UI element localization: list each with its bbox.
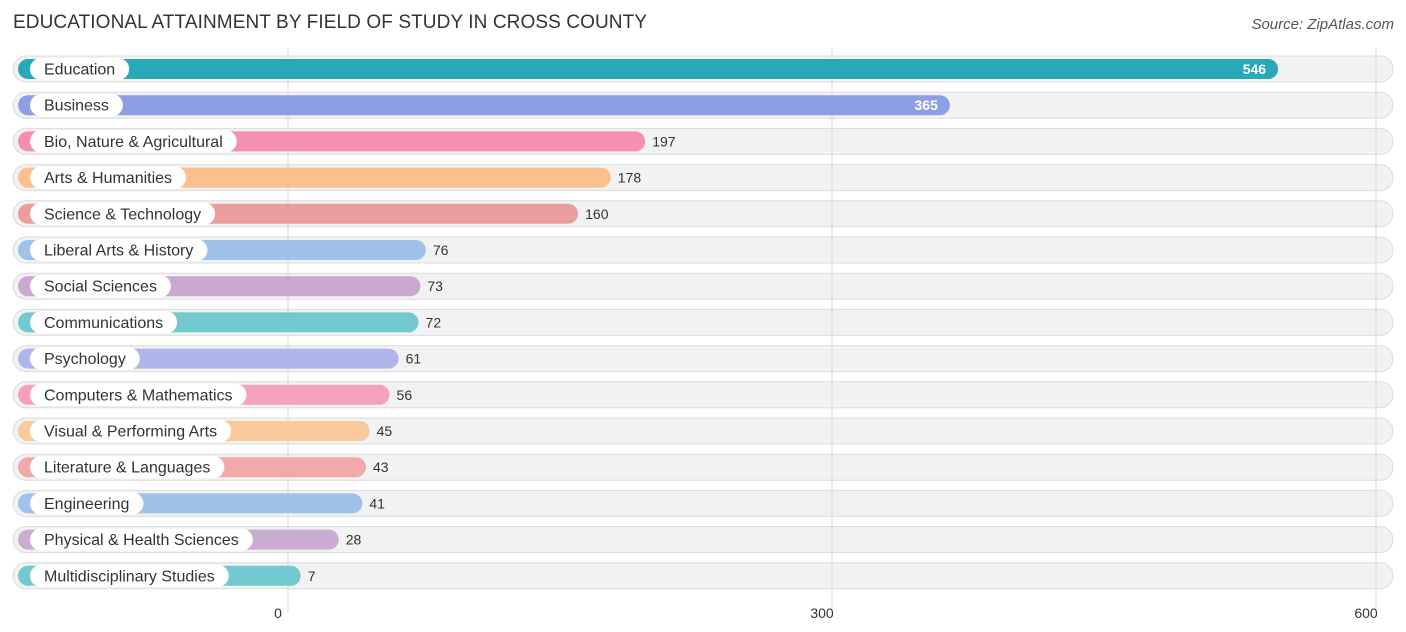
category-label: Arts & Humanities — [44, 170, 172, 187]
bar-row: Arts & Humanities 178 — [18, 166, 642, 189]
value-label: 197 — [652, 133, 676, 149]
bar-row: Communications 72 — [18, 311, 442, 334]
value-label: 41 — [369, 495, 385, 511]
value-label: 365 — [915, 97, 939, 113]
category-pill — [30, 311, 178, 334]
value-label: 43 — [373, 459, 389, 475]
category-label: Multidisciplinary Studies — [44, 568, 215, 585]
category-pill — [30, 528, 253, 551]
chart-source: Source: ZipAtlas.com — [1251, 16, 1394, 33]
category-pill — [30, 130, 237, 153]
category-label: Literature & Languages — [44, 460, 210, 477]
value-label: 178 — [618, 170, 642, 186]
bar-row: Visual & Performing Arts 45 — [18, 420, 392, 442]
chart-title: EDUCATIONAL ATTAINMENT BY FIELD OF STUDY… — [13, 12, 648, 33]
category-pill — [30, 492, 144, 515]
row-background — [12, 562, 1394, 590]
bar-row: Psychology 61 — [18, 347, 422, 370]
category-label: Psychology — [44, 351, 126, 368]
bar-row: Bio, Nature & Agricultural 197 — [18, 130, 676, 153]
category-pill — [30, 94, 123, 117]
category-label: Science & Technology — [44, 206, 201, 223]
category-label: Liberal Arts & History — [44, 243, 193, 260]
category-label: Communications — [44, 315, 163, 332]
value-label: 28 — [346, 532, 362, 548]
x-tick-label: 600 — [1354, 605, 1378, 621]
category-label: Engineering — [44, 496, 129, 513]
value-label: 160 — [585, 206, 609, 222]
category-label: Social Sciences — [44, 279, 157, 296]
category-pill — [30, 202, 216, 225]
row-background — [12, 526, 1394, 554]
category-pill — [30, 456, 225, 479]
category-pill — [30, 166, 187, 189]
bar-row: Science & Technology 160 — [18, 202, 609, 225]
bar-row: Literature & Languages 43 — [18, 456, 389, 479]
value-label: 7 — [308, 568, 316, 584]
category-label: Physical & Health Sciences — [44, 532, 239, 549]
value-label: 45 — [377, 423, 393, 439]
bar-row: Computers & Mathematics 56 — [18, 383, 413, 406]
category-pill — [30, 58, 130, 80]
value-label: 56 — [397, 387, 413, 403]
value-label: 73 — [427, 278, 443, 294]
category-label: Visual & Performing Arts — [44, 424, 217, 441]
value-label: 61 — [406, 351, 422, 367]
value-label: 76 — [433, 242, 449, 258]
category-pill — [30, 383, 247, 406]
x-tick-label: 300 — [810, 605, 834, 621]
bar-row: Liberal Arts & History 76 — [18, 239, 449, 261]
value-label: 546 — [1243, 61, 1267, 77]
category-pill — [30, 420, 232, 442]
category-pill — [30, 347, 140, 370]
bar-row: Engineering 41 — [18, 492, 385, 515]
bar-row: Social Sciences 73 — [18, 275, 443, 298]
bar-row: Education 546 — [18, 58, 1279, 80]
bar — [18, 95, 950, 116]
bar — [18, 59, 1279, 79]
category-pill — [30, 275, 171, 298]
category-pill — [30, 239, 208, 261]
category-pill — [30, 564, 229, 587]
bar-row: Business 365 — [18, 94, 950, 117]
category-label: Bio, Nature & Agricultural — [44, 134, 223, 151]
bar-row: Physical & Health Sciences 28 — [18, 528, 362, 551]
value-label: 72 — [426, 314, 442, 330]
bar-row: Multidisciplinary Studies 7 — [18, 564, 316, 587]
category-label: Computers & Mathematics — [44, 387, 233, 404]
category-label: Business — [44, 98, 109, 115]
x-tick-label: 0 — [274, 605, 282, 621]
x-axis: 0 300 600 — [274, 605, 1378, 621]
category-label: Education — [44, 62, 115, 79]
